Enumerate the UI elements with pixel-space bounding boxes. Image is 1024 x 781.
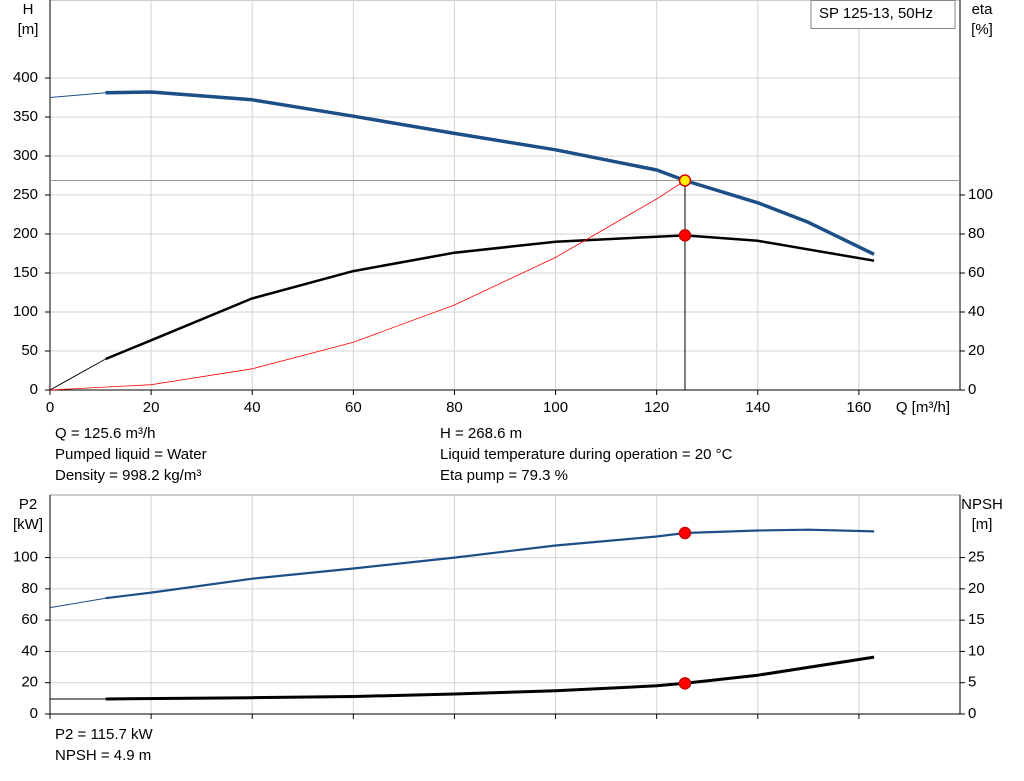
operating-point xyxy=(678,677,692,690)
y-tick-label: 400 xyxy=(13,69,38,86)
curve xyxy=(105,655,875,701)
x-tick-label: 160 xyxy=(846,399,871,416)
y2-tick-label: 10 xyxy=(968,642,985,659)
y2-tick-label: 40 xyxy=(968,303,985,320)
curve xyxy=(49,597,106,609)
chart-title: SP 125-13, 50Hz xyxy=(819,5,933,22)
y-tick-label: 80 xyxy=(21,580,38,597)
y2-tick-label: 60 xyxy=(968,264,985,281)
curve xyxy=(105,234,875,361)
y2-tick-label: 0 xyxy=(968,381,976,398)
y2-tick-label: 80 xyxy=(968,225,985,242)
y2-tick-label: 100 xyxy=(968,186,993,203)
plot-frame xyxy=(49,494,961,715)
info-right: H = 268.6 m Liquid temperature during op… xyxy=(440,423,732,486)
y-axis-label: [m] xyxy=(18,21,39,38)
y-tick-label: 250 xyxy=(13,186,38,203)
y2-tick-label: 5 xyxy=(968,674,976,691)
info-line: H = 268.6 m xyxy=(440,425,523,442)
y2-tick-label: 20 xyxy=(968,342,985,359)
y-tick-label: 300 xyxy=(13,147,38,164)
x-axis-label: Q [m³/h] xyxy=(896,399,950,416)
y-tick-label: 50 xyxy=(21,342,38,359)
y-axis-label: [kW] xyxy=(13,516,43,533)
x-tick-label: 60 xyxy=(345,399,362,416)
y-tick-label: 0 xyxy=(30,381,38,398)
y2-axis-label: [m] xyxy=(972,516,993,533)
curve xyxy=(49,180,686,391)
y-tick-label: 150 xyxy=(13,264,38,281)
x-tick-label: 0 xyxy=(46,399,54,416)
y2-tick-label: 25 xyxy=(968,549,985,566)
operating-point xyxy=(678,174,692,187)
y2-axis-label: eta xyxy=(972,1,994,18)
info-bottom: P2 = 115.7 kW NPSH = 4.9 m xyxy=(55,724,153,766)
y-axis-label: H xyxy=(23,1,34,18)
y2-tick-label: 20 xyxy=(968,580,985,597)
y2-tick-label: 0 xyxy=(968,705,976,722)
info-line: Pumped liquid = Water xyxy=(55,446,207,463)
y-tick-label: 100 xyxy=(13,303,38,320)
x-tick-label: 140 xyxy=(745,399,770,416)
info-line: Density = 998.2 kg/m³ xyxy=(55,467,202,484)
operating-point xyxy=(678,526,692,540)
info-line: Liquid temperature during operation = 20… xyxy=(440,446,733,463)
y-tick-label: 0 xyxy=(30,705,38,722)
curve xyxy=(105,528,875,600)
y-tick-label: 60 xyxy=(21,611,38,628)
y2-tick-label: 15 xyxy=(968,611,985,628)
info-left: Q = 125.6 m³/h Pumped liquid = Water Den… xyxy=(55,423,207,486)
x-tick-label: 120 xyxy=(644,399,669,416)
curve xyxy=(105,90,875,256)
y-tick-label: 40 xyxy=(21,642,38,659)
x-tick-label: 20 xyxy=(143,399,160,416)
curve xyxy=(49,358,106,391)
y-tick-label: 350 xyxy=(13,108,38,125)
x-tick-label: 80 xyxy=(446,399,463,416)
info-line: P2 = 115.7 kW xyxy=(55,726,153,743)
y-tick-label: 100 xyxy=(13,549,38,566)
curve xyxy=(49,92,106,98)
x-tick-label: 100 xyxy=(543,399,568,416)
y-tick-label: 20 xyxy=(21,674,38,691)
info-line: Q = 125.6 m³/h xyxy=(55,425,156,442)
y-axis-label: P2 xyxy=(19,496,37,513)
y-tick-label: 200 xyxy=(13,225,38,242)
x-tick-label: 40 xyxy=(244,399,261,416)
y2-axis-label: NPSH xyxy=(961,496,1003,513)
operating-point xyxy=(678,229,692,242)
title-box xyxy=(810,0,956,29)
y2-axis-label: [%] xyxy=(971,21,993,38)
info-line: NPSH = 4.9 m xyxy=(55,747,152,764)
info-line: Eta pump = 79.3 % xyxy=(440,467,568,484)
